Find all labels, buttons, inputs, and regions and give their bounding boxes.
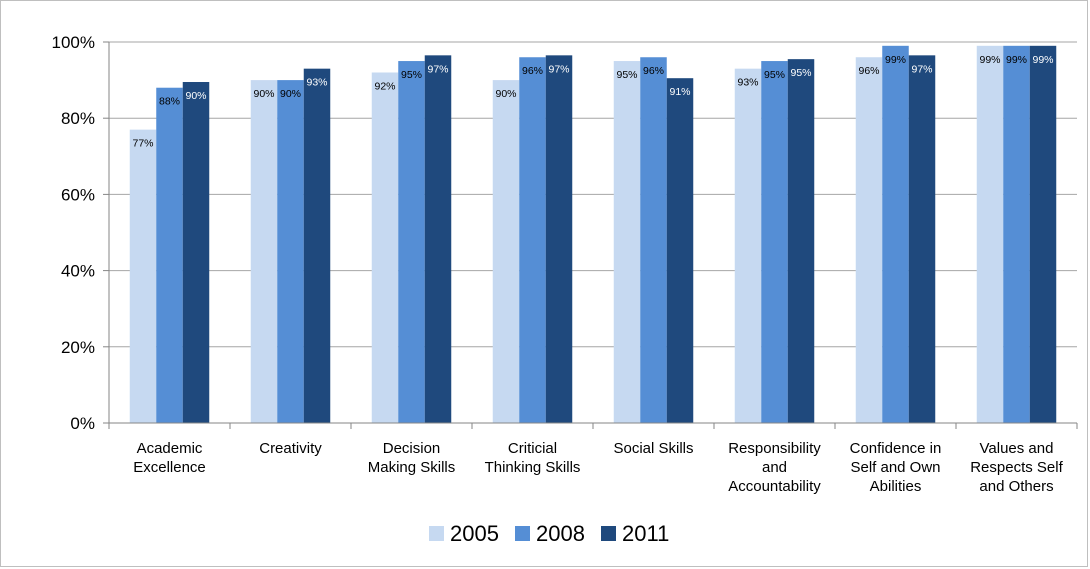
- data-label-2008-3: 96%: [522, 65, 543, 77]
- bar-2011-3: [545, 55, 573, 424]
- data-label-2011-6: 97%: [911, 63, 932, 75]
- bar-2008-5: [761, 61, 788, 424]
- data-label-2011-0: 90%: [185, 90, 206, 102]
- bar-2011-5: [787, 59, 815, 424]
- bar-2008-2: [398, 61, 425, 424]
- bar-2005-2: [371, 72, 399, 423]
- bar-2008-6: [882, 45, 909, 424]
- legend-swatch-2005: [429, 526, 444, 541]
- bar-2008-4: [640, 57, 667, 424]
- bar-2005-4: [613, 61, 641, 424]
- category-label-2: Decision Making Skills: [368, 440, 456, 476]
- category-label-4: Social Skills: [613, 440, 693, 457]
- y-tick-label: 80%: [61, 109, 95, 128]
- data-label-2008-1: 90%: [280, 88, 301, 100]
- data-labels: 77% 88% 90% 90% 90% 93% 92% 95% 97% 90% 96% 97% 95% 9…: [132, 54, 1053, 150]
- data-label-2011-1: 93%: [306, 77, 327, 89]
- bar-2011-0: [182, 82, 210, 423]
- bar-2011-7: [1029, 45, 1057, 424]
- bar-2008-1: [277, 80, 304, 423]
- legend: 2005 2008 2011: [429, 521, 669, 546]
- bar-2005-5: [734, 68, 762, 424]
- category-label-1: Creativity: [259, 440, 322, 457]
- data-label-2011-2: 97%: [427, 63, 448, 75]
- category-label-7: Values and Respects Self and Others: [970, 440, 1063, 495]
- data-label-2005-0: 77%: [132, 138, 153, 150]
- legend-label-2008: 2008: [536, 521, 585, 546]
- y-tick-label: 60%: [61, 185, 95, 204]
- legend-label-2005: 2005: [450, 521, 499, 546]
- bar-2011-4: [666, 78, 694, 423]
- bar-2005-7: [976, 45, 1004, 424]
- data-label-2008-5: 95%: [764, 69, 785, 81]
- data-label-2005-6: 96%: [858, 65, 879, 77]
- y-axis: 0% 20% 40% 60% 80% 100%: [52, 33, 110, 433]
- bar-2005-1: [250, 80, 278, 423]
- bar-2005-3: [492, 80, 520, 423]
- data-label-2008-0: 88%: [159, 96, 180, 108]
- category-label-5: Responsibility and Accountability: [728, 440, 821, 495]
- legend-swatch-2011: [601, 526, 616, 541]
- x-axis: Academic Excellence Creativity Decision Maki…: [108, 422, 1078, 495]
- data-label-2011-5: 95%: [790, 67, 811, 79]
- data-label-2005-4: 95%: [616, 69, 637, 81]
- bar-2005-0: [129, 129, 157, 423]
- data-label-2005-5: 93%: [737, 77, 758, 89]
- y-tick-label: 20%: [61, 338, 95, 357]
- data-label-2005-1: 90%: [253, 88, 274, 100]
- category-label-3: Criticial Thinking Skills: [485, 440, 581, 476]
- y-tick-label: 100%: [52, 33, 95, 52]
- y-tick-label: 0%: [70, 414, 95, 433]
- data-label-2008-2: 95%: [401, 69, 422, 81]
- data-label-2008-6: 99%: [885, 54, 906, 66]
- bars: [129, 45, 1057, 424]
- data-label-2005-3: 90%: [495, 88, 516, 100]
- bar-2011-6: [908, 55, 936, 424]
- category-label-0: Academic Excellence: [133, 440, 206, 476]
- category-label-6: Confidence in Self and Own Abilities: [850, 440, 942, 495]
- bar-2011-2: [424, 55, 452, 424]
- bar-2008-7: [1003, 45, 1030, 424]
- data-label-2011-3: 97%: [548, 63, 569, 75]
- y-tick-label: 40%: [61, 262, 95, 281]
- legend-swatch-2008: [515, 526, 530, 541]
- data-label-2011-7: 99%: [1032, 54, 1053, 66]
- data-label-2011-4: 91%: [669, 86, 690, 98]
- bar-2005-6: [855, 57, 883, 424]
- bar-2008-3: [519, 57, 546, 424]
- bar-2011-1: [303, 68, 331, 424]
- legend-label-2011: 2011: [622, 521, 669, 546]
- data-label-2008-7: 99%: [1006, 54, 1027, 66]
- data-label-2005-2: 92%: [374, 80, 395, 92]
- data-label-2008-4: 96%: [643, 65, 664, 77]
- bar-2008-0: [156, 87, 183, 423]
- data-label-2005-7: 99%: [979, 54, 1000, 66]
